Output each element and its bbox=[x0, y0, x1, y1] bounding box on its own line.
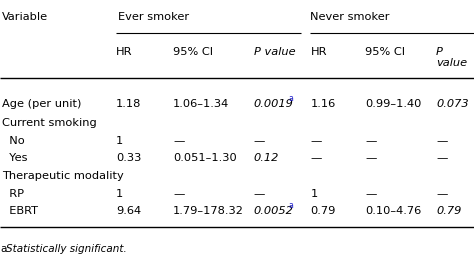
Text: 9.64: 9.64 bbox=[116, 206, 141, 216]
Text: 0.33: 0.33 bbox=[116, 153, 142, 163]
Text: 0.051–1.30: 0.051–1.30 bbox=[173, 153, 237, 163]
Text: RP: RP bbox=[2, 189, 24, 199]
Text: 0.99–1.40: 0.99–1.40 bbox=[365, 99, 421, 109]
Text: Statistically significant.: Statistically significant. bbox=[6, 244, 127, 254]
Text: 1: 1 bbox=[310, 189, 318, 199]
Text: 1: 1 bbox=[116, 136, 123, 146]
Text: —: — bbox=[173, 189, 184, 199]
Text: 0.12: 0.12 bbox=[254, 153, 279, 163]
Text: 95% CI: 95% CI bbox=[173, 47, 213, 57]
Text: —: — bbox=[254, 136, 265, 146]
Text: 1.16: 1.16 bbox=[310, 99, 336, 109]
Text: 1.18: 1.18 bbox=[116, 99, 142, 109]
Text: P
value: P value bbox=[436, 47, 467, 68]
Text: a: a bbox=[288, 94, 293, 103]
Text: 0.0052: 0.0052 bbox=[254, 206, 293, 216]
Text: HR: HR bbox=[310, 47, 327, 57]
Text: 0.073: 0.073 bbox=[436, 99, 469, 109]
Text: HR: HR bbox=[116, 47, 133, 57]
Text: 0.0019: 0.0019 bbox=[254, 99, 293, 109]
Text: P value: P value bbox=[254, 47, 295, 57]
Text: —: — bbox=[436, 136, 447, 146]
Text: Therapeutic modality: Therapeutic modality bbox=[2, 171, 124, 181]
Text: 1.06–1.34: 1.06–1.34 bbox=[173, 99, 229, 109]
Text: 0.79: 0.79 bbox=[310, 206, 336, 216]
Text: No: No bbox=[2, 136, 25, 146]
Text: Age (per unit): Age (per unit) bbox=[2, 99, 82, 109]
Text: 0.79: 0.79 bbox=[436, 206, 462, 216]
Text: —: — bbox=[310, 136, 322, 146]
Text: —: — bbox=[365, 136, 376, 146]
Text: —: — bbox=[436, 153, 447, 163]
Text: 95% CI: 95% CI bbox=[365, 47, 405, 57]
Text: —: — bbox=[254, 189, 265, 199]
Text: —: — bbox=[173, 136, 184, 146]
Text: —: — bbox=[436, 189, 447, 199]
Text: a: a bbox=[0, 244, 6, 254]
Text: Never smoker: Never smoker bbox=[310, 12, 390, 22]
Text: —: — bbox=[310, 153, 322, 163]
Text: Yes: Yes bbox=[2, 153, 28, 163]
Text: Ever smoker: Ever smoker bbox=[118, 12, 189, 22]
Text: —: — bbox=[365, 189, 376, 199]
Text: 1.79–178.32: 1.79–178.32 bbox=[173, 206, 244, 216]
Text: 1: 1 bbox=[116, 189, 123, 199]
Text: —: — bbox=[365, 153, 376, 163]
Text: Variable: Variable bbox=[2, 12, 48, 22]
Text: 0.10–4.76: 0.10–4.76 bbox=[365, 206, 421, 216]
Text: Current smoking: Current smoking bbox=[2, 118, 97, 127]
Text: EBRT: EBRT bbox=[2, 206, 38, 216]
Text: a: a bbox=[288, 201, 293, 210]
